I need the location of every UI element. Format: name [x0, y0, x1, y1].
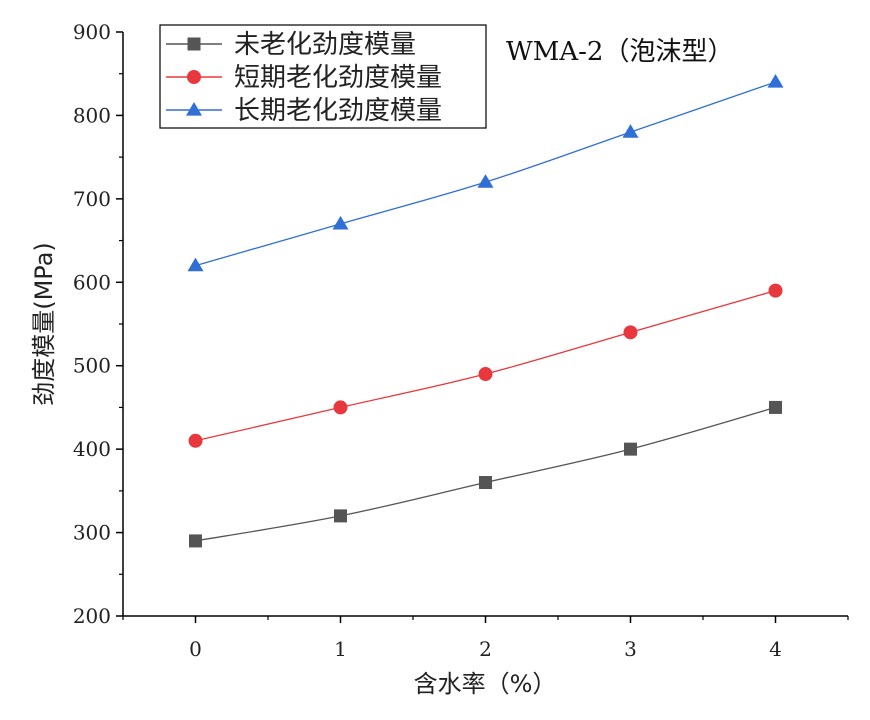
- data-point: [189, 534, 202, 548]
- series-3: [187, 74, 784, 272]
- data-point: [622, 124, 639, 138]
- data-point: [767, 74, 784, 88]
- legend-marker: [186, 102, 202, 116]
- legend-marker: [187, 37, 201, 51]
- y-tick-label: 800: [73, 103, 111, 127]
- x-tick-label: 1: [334, 637, 347, 661]
- y-tick-label: 500: [73, 354, 111, 378]
- x-tick-label: 4: [769, 637, 782, 661]
- y-tick-label: 700: [73, 187, 111, 211]
- data-point: [477, 174, 494, 188]
- x-tick-label: 3: [624, 637, 637, 661]
- series-1: [189, 400, 782, 548]
- series-line: [195, 290, 776, 442]
- series-line: [195, 406, 776, 542]
- data-point: [768, 283, 783, 298]
- legend-item: 长期老化劲度模量: [166, 96, 442, 126]
- data-point: [479, 476, 492, 490]
- y-tick-label: 200: [73, 604, 111, 628]
- data-point: [624, 442, 637, 456]
- y-axis-title: 劲度模量(MPa): [30, 242, 58, 406]
- legend-label: 短期老化劲度模量: [234, 63, 442, 93]
- chart-annotation: WMA-2（泡沫型）: [506, 37, 733, 67]
- x-axis-title: 含水率（%）: [414, 670, 557, 698]
- x-tick-label: 0: [189, 637, 202, 661]
- y-tick-label: 600: [73, 270, 111, 294]
- legend-item: 短期老化劲度模量: [166, 63, 442, 93]
- y-tick-label: 300: [73, 521, 111, 545]
- legend-label: 长期老化劲度模量: [234, 96, 442, 126]
- data-point: [188, 433, 203, 448]
- data-point: [332, 215, 349, 230]
- y-tick-label: 400: [73, 437, 111, 461]
- series-2: [188, 283, 783, 448]
- data-point: [334, 509, 347, 523]
- data-point: [769, 400, 782, 414]
- y-tick-label: 900: [73, 20, 111, 44]
- x-tick-label: 2: [479, 637, 492, 661]
- data-point: [478, 367, 493, 382]
- series-layer: [187, 74, 784, 548]
- legend-item: 未老化劲度模量: [166, 30, 416, 60]
- x-ticks: 0 1 2 3 4: [122, 616, 849, 661]
- plot-area: 200 300 400 500 600 700 800 900 0 1 2 3 4: [73, 20, 849, 661]
- data-point: [333, 400, 348, 415]
- legend-label: 未老化劲度模量: [234, 30, 416, 60]
- y-ticks: 200 300 400 500 600 700 800 900: [73, 20, 123, 628]
- data-point: [623, 325, 638, 340]
- data-point: [187, 257, 204, 272]
- legend-marker: [187, 70, 201, 84]
